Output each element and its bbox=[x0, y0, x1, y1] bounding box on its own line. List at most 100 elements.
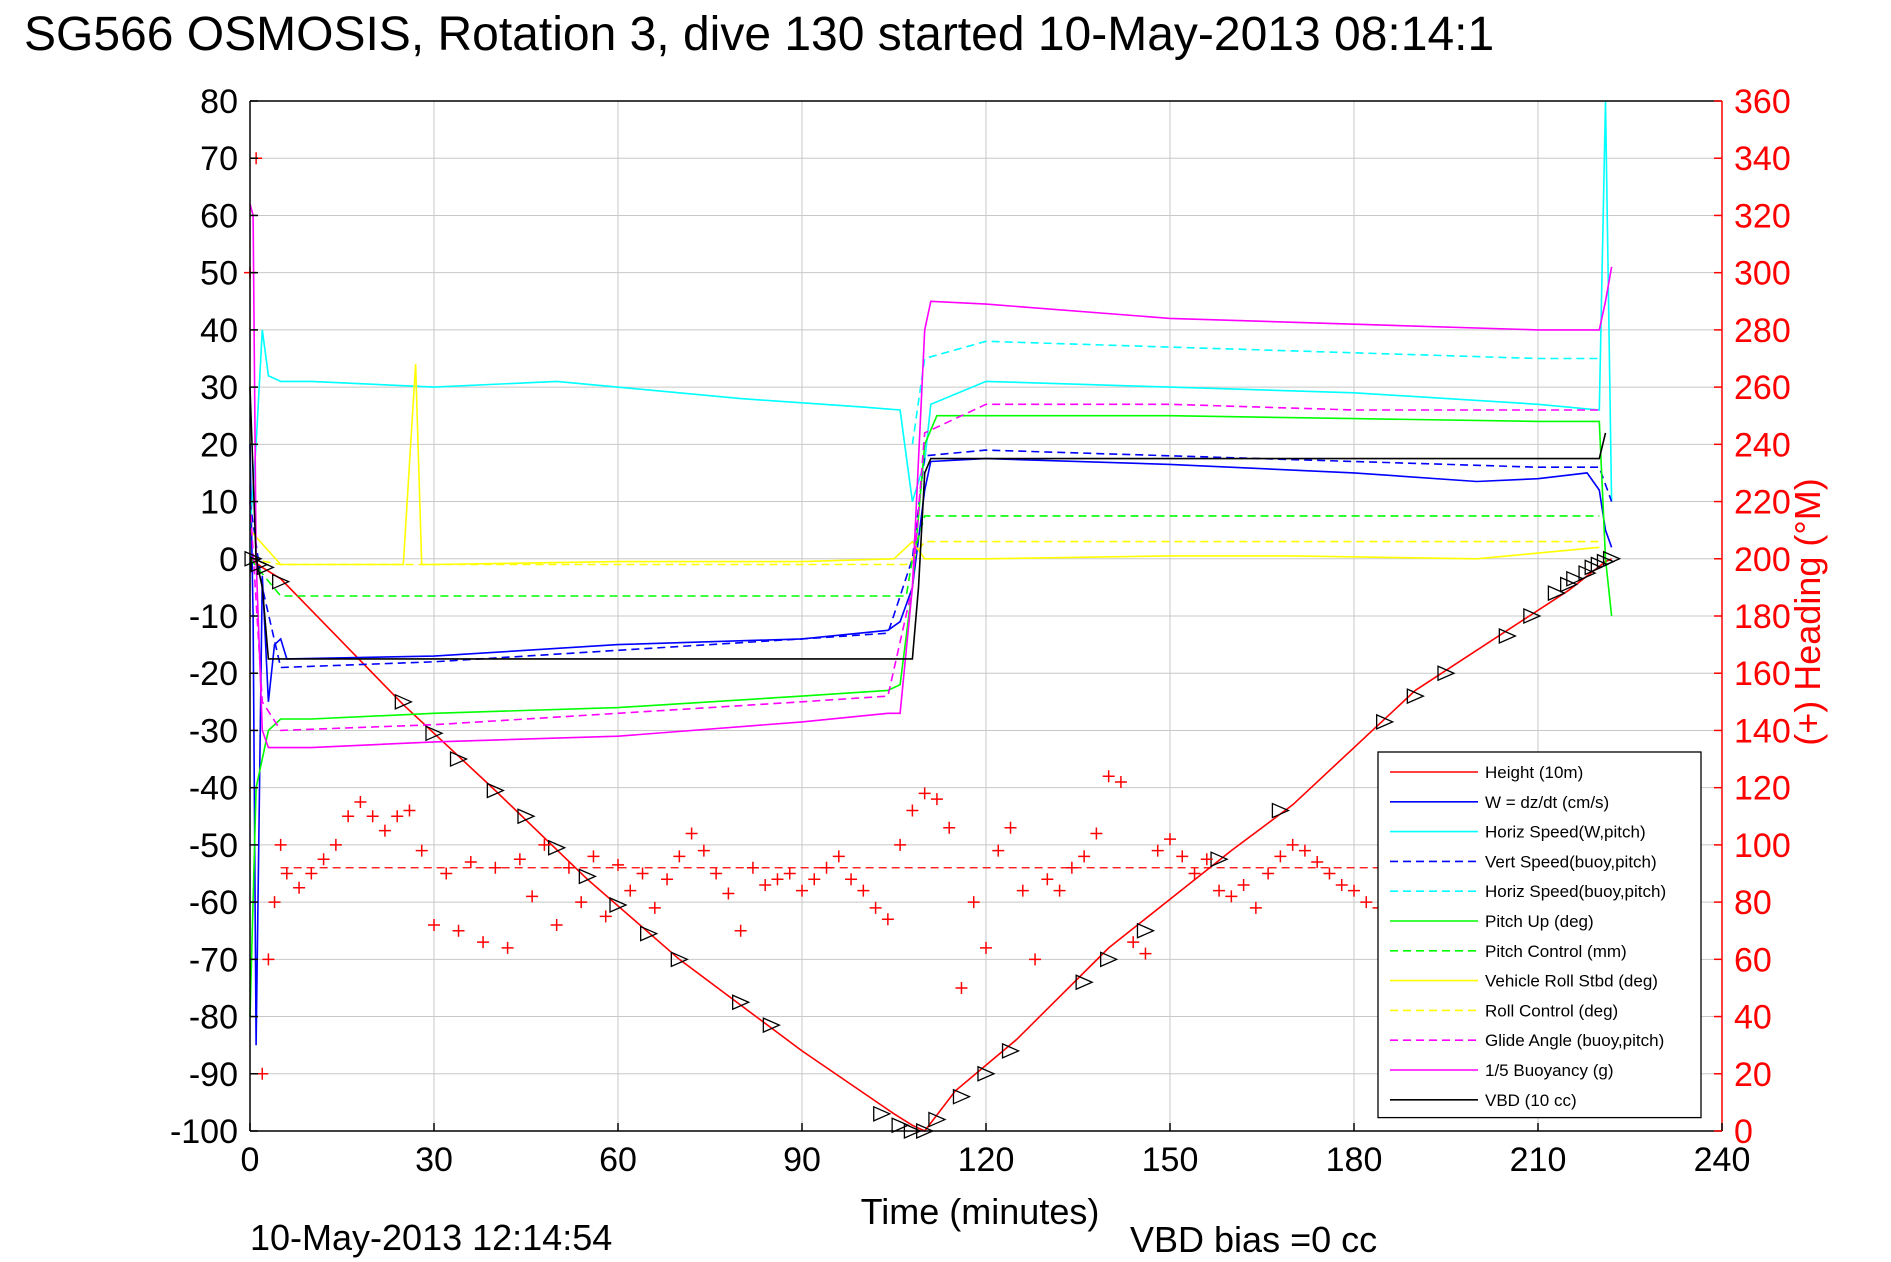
heading-point bbox=[1114, 775, 1127, 788]
height-marker bbox=[517, 808, 536, 825]
height-marker bbox=[928, 1111, 947, 1128]
heading-point bbox=[955, 981, 968, 994]
heading-point bbox=[1249, 901, 1262, 914]
height-marker bbox=[486, 782, 505, 799]
heading-point bbox=[1237, 878, 1250, 891]
heading-point bbox=[378, 824, 391, 837]
height-marker bbox=[1560, 576, 1579, 593]
series-line-7 bbox=[249, 364, 1600, 566]
heading-point bbox=[832, 850, 845, 863]
heading-point bbox=[1090, 827, 1103, 840]
y-tick-label-right: 340 bbox=[1734, 140, 1791, 178]
legend-label: Pitch Control (mm) bbox=[1485, 942, 1627, 961]
x-tick-label: 120 bbox=[958, 1141, 1015, 1179]
heading-point bbox=[918, 787, 931, 800]
height-marker bbox=[272, 573, 291, 590]
y-tick-label-left: -50 bbox=[189, 827, 238, 865]
y-tick-label-right: 40 bbox=[1734, 999, 1772, 1037]
heading-point bbox=[526, 890, 539, 903]
series-line-9 bbox=[249, 403, 1600, 732]
heading-point bbox=[1348, 884, 1360, 897]
heading-point bbox=[943, 821, 956, 834]
height-marker bbox=[952, 1088, 972, 1105]
y-tick-label-right: 360 bbox=[1734, 83, 1791, 121]
heading-point bbox=[440, 867, 453, 880]
legend-label: VBD (10 cc) bbox=[1485, 1091, 1577, 1110]
y-tick-label-left: 70 bbox=[200, 140, 238, 178]
y-axis-label-right: (+) Heading (°M) bbox=[1787, 478, 1828, 745]
heading-point bbox=[881, 913, 894, 926]
height-marker bbox=[578, 868, 597, 885]
height-marker bbox=[640, 925, 659, 942]
x-axis-label: Time (minutes) bbox=[861, 1191, 1100, 1232]
heading-point bbox=[513, 853, 526, 866]
heading-point bbox=[857, 884, 870, 897]
y-tick-label-right: 80 bbox=[1734, 884, 1772, 922]
chart-title: SG566 OSMOSIS, Rotation 3, dive 130 star… bbox=[24, 8, 1494, 61]
heading-point bbox=[464, 856, 477, 869]
heading-point bbox=[673, 850, 686, 863]
heading-point bbox=[869, 901, 882, 914]
y-tick-label-left: 80 bbox=[200, 83, 238, 121]
heading-point bbox=[1102, 770, 1115, 783]
series-line-6 bbox=[249, 515, 1600, 597]
x-tick-label: 60 bbox=[599, 1141, 637, 1179]
heading-point bbox=[489, 861, 502, 874]
heading-point bbox=[262, 953, 275, 966]
height-marker bbox=[1075, 974, 1094, 991]
heading-point bbox=[415, 844, 428, 857]
heading-point bbox=[1225, 890, 1238, 903]
heading-point bbox=[1139, 947, 1152, 960]
heading-point bbox=[428, 919, 440, 931]
legend-label: Horiz Speed(W,pitch) bbox=[1485, 823, 1646, 842]
height-marker bbox=[1437, 665, 1456, 682]
y-tick-label-right: 280 bbox=[1734, 312, 1791, 350]
heading-point bbox=[575, 896, 588, 909]
legend-label: Horiz Speed(buoy,pitch) bbox=[1485, 882, 1666, 901]
heading-point bbox=[1274, 850, 1287, 863]
y-tick-label-left: -20 bbox=[189, 655, 238, 693]
heading-point bbox=[636, 867, 649, 880]
y-tick-label-left: 40 bbox=[200, 312, 238, 350]
height-marker bbox=[1406, 688, 1425, 705]
legend-label: Glide Angle (buoy,pitch) bbox=[1485, 1031, 1664, 1050]
x-tick-label: 30 bbox=[415, 1141, 453, 1179]
heading-point bbox=[562, 861, 575, 874]
heading-point bbox=[293, 881, 306, 894]
y-tick-label-right: 240 bbox=[1734, 426, 1791, 464]
heading-point bbox=[894, 838, 907, 851]
heading-point bbox=[1004, 821, 1017, 834]
series-line-5 bbox=[249, 414, 1613, 1017]
heading-point bbox=[1188, 867, 1201, 880]
heading-point bbox=[280, 867, 293, 880]
legend-box bbox=[1377, 751, 1702, 1119]
y-tick-label-right: 20 bbox=[1734, 1056, 1772, 1094]
y-tick-label-left: 30 bbox=[200, 369, 238, 407]
height-marker bbox=[609, 896, 628, 913]
y-tick-label-left: 50 bbox=[200, 255, 238, 293]
heading-point bbox=[317, 853, 330, 866]
y-tick-label-left: -40 bbox=[189, 770, 238, 808]
height-marker bbox=[425, 725, 444, 742]
heading-point bbox=[697, 844, 710, 857]
heading-point bbox=[599, 910, 612, 923]
heading-point bbox=[354, 795, 367, 808]
heading-point bbox=[967, 896, 980, 909]
heading-point bbox=[1029, 953, 1042, 966]
height-marker bbox=[977, 1065, 996, 1082]
height-marker bbox=[394, 693, 413, 710]
heading-point bbox=[1176, 850, 1189, 863]
height-marker bbox=[732, 994, 751, 1011]
heading-point bbox=[329, 838, 342, 851]
heading-point bbox=[771, 873, 784, 886]
heading-point bbox=[1053, 884, 1066, 897]
heading-point bbox=[980, 941, 992, 954]
legend-label: Vert Speed(buoy,pitch) bbox=[1485, 852, 1657, 871]
x-tick-label: 90 bbox=[783, 1141, 821, 1179]
x-tick-label: 150 bbox=[1142, 1141, 1199, 1179]
heading-point bbox=[1298, 844, 1311, 857]
heading-point bbox=[1016, 884, 1029, 897]
heading-point bbox=[305, 867, 318, 880]
height-marker bbox=[1547, 585, 1567, 602]
